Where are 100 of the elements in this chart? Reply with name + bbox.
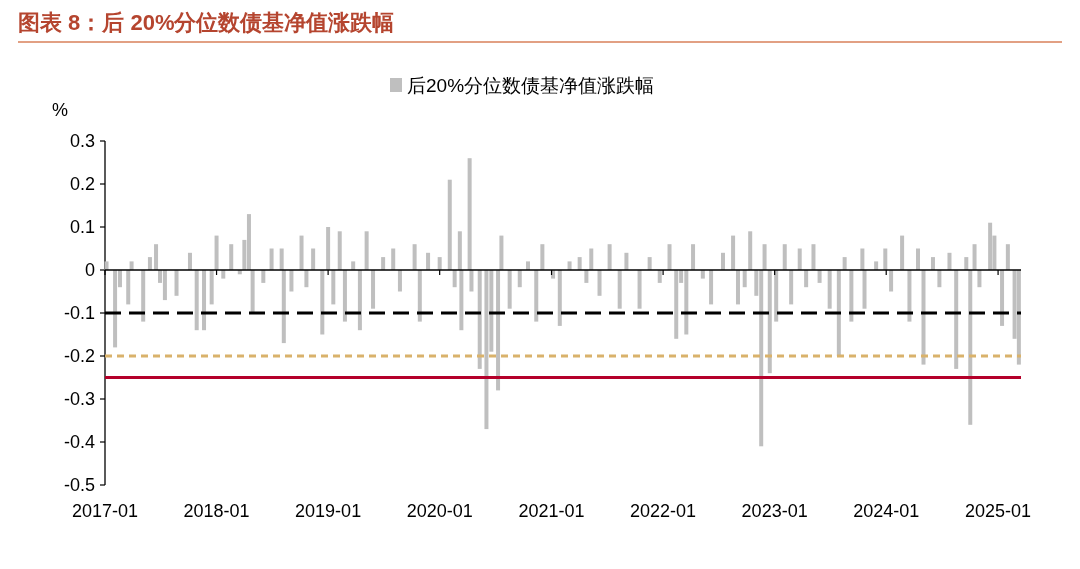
bar [930, 257, 935, 270]
bar [804, 270, 809, 288]
bar [320, 270, 325, 335]
bar [357, 270, 362, 331]
bar [269, 248, 274, 270]
bar [417, 270, 422, 322]
bar [767, 270, 772, 374]
bar [782, 244, 787, 270]
bar [916, 248, 920, 270]
bar [1000, 270, 1005, 326]
bar [526, 261, 530, 270]
bar [968, 270, 973, 425]
bar [459, 270, 464, 331]
bar [735, 270, 740, 305]
bar [964, 257, 969, 270]
bar [584, 270, 589, 283]
bar [674, 270, 679, 339]
bar [721, 252, 725, 270]
bar [988, 222, 993, 270]
chart-title: 图表 8：后 20%分位数债基净值涨跌幅 [18, 10, 395, 35]
y-tick-label: -0.4 [63, 432, 95, 452]
bar [496, 270, 501, 391]
bar [567, 261, 572, 270]
x-tick-label: 2020-01 [406, 501, 473, 521]
bar [742, 270, 747, 288]
bar [326, 227, 331, 270]
y-tick-label: 0.1 [69, 217, 95, 237]
bar [849, 270, 854, 322]
bar [774, 270, 779, 322]
bar [874, 261, 879, 270]
bar [126, 270, 131, 305]
bar [279, 248, 284, 270]
x-tick-label: 2022-01 [630, 501, 697, 521]
bar [194, 270, 199, 331]
bar [1016, 270, 1021, 365]
bar [748, 231, 753, 270]
bar [437, 257, 442, 270]
bar [637, 270, 642, 309]
bar [972, 244, 977, 270]
bar [261, 270, 266, 283]
x-tick-label: 2019-01 [295, 501, 362, 521]
bar [141, 270, 146, 322]
bar [457, 231, 462, 270]
bar [477, 270, 482, 369]
bar [304, 270, 309, 288]
bar [811, 244, 816, 270]
bar [947, 252, 952, 270]
bar [299, 235, 304, 270]
bar [246, 214, 251, 270]
bar [104, 261, 109, 270]
bar [517, 270, 522, 288]
bar [624, 252, 629, 270]
x-tick-label: 2025-01 [965, 501, 1032, 521]
bar [862, 270, 867, 309]
x-tick-label: 2024-01 [853, 501, 920, 521]
y-tick-label: 0.3 [69, 131, 95, 151]
bar [954, 270, 959, 369]
bar [364, 231, 369, 270]
bar [507, 270, 512, 309]
bar [860, 248, 865, 270]
x-tick-label: 2018-01 [183, 501, 250, 521]
bar [209, 270, 214, 305]
bar [391, 248, 396, 270]
bar [709, 270, 714, 305]
bar [447, 179, 452, 270]
bar [452, 270, 457, 288]
bar [1005, 244, 1010, 270]
bar [129, 261, 134, 270]
bar [499, 235, 504, 270]
bar [113, 270, 118, 348]
bar [900, 235, 905, 270]
bar [426, 252, 431, 270]
bar [731, 235, 736, 270]
bar [889, 270, 894, 292]
y-tick-label: -0.2 [63, 346, 95, 366]
y-tick-label: 0 [84, 260, 95, 280]
bar [617, 270, 622, 309]
legend-label: 后20%分位数债基净值涨跌幅 [407, 75, 655, 96]
bar [147, 257, 152, 270]
bar [597, 270, 602, 296]
bar [907, 270, 912, 322]
bar [762, 244, 767, 270]
y-axis-title: % [51, 100, 69, 120]
bar [221, 270, 226, 279]
bar [467, 158, 472, 270]
bar [589, 248, 594, 270]
bar [187, 252, 192, 270]
bar [202, 270, 207, 331]
bar [229, 244, 234, 270]
y-tick-label: -0.1 [63, 303, 95, 323]
bar [281, 270, 286, 344]
bar [817, 270, 822, 283]
x-tick-label: 2023-01 [741, 501, 808, 521]
bar [351, 261, 356, 270]
bar [647, 257, 652, 270]
bar [921, 270, 926, 365]
bar [700, 270, 705, 279]
bar [412, 244, 417, 270]
bar [154, 244, 159, 270]
bar [557, 270, 562, 326]
